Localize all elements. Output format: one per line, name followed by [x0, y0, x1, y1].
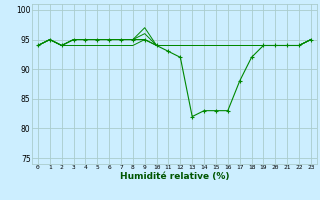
X-axis label: Humidité relative (%): Humidité relative (%): [120, 172, 229, 181]
